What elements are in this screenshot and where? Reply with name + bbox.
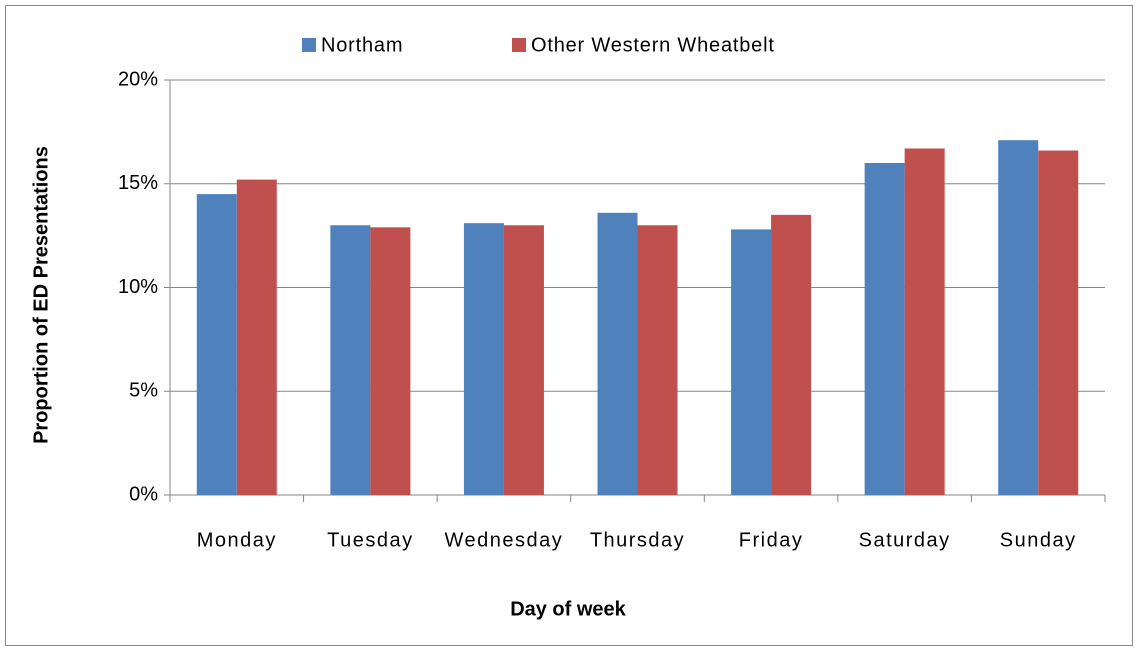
x-tick-label: Saturday	[859, 529, 951, 551]
x-tick-label: Sunday	[1000, 529, 1077, 551]
bar	[597, 212, 638, 496]
bar	[998, 140, 1039, 496]
x-tick-label: Monday	[197, 529, 277, 551]
bar	[904, 148, 945, 495]
legend-swatch	[512, 38, 526, 52]
bar	[196, 194, 237, 495]
y-tick-label: 5%	[129, 380, 158, 402]
legend-swatch	[302, 38, 316, 52]
x-tick-label: Wednesday	[445, 529, 564, 551]
y-tick-label: 0%	[129, 483, 158, 505]
bar	[330, 225, 371, 495]
y-tick-label: 20%	[118, 68, 158, 90]
bar	[637, 225, 678, 495]
x-tick-label: Tuesday	[327, 529, 413, 551]
bar	[236, 179, 277, 495]
y-axis-label: Proportion of ED Presentations	[30, 146, 52, 444]
x-tick-label: Friday	[739, 529, 804, 551]
x-tick-label: Thursday	[590, 529, 685, 551]
bar	[503, 225, 544, 495]
bar	[864, 163, 905, 495]
y-tick-label: 15%	[118, 172, 158, 194]
y-tick-label: 10%	[118, 276, 158, 298]
bar	[370, 227, 411, 495]
x-axis-label: Day of week	[510, 598, 626, 620]
bar	[1038, 150, 1079, 496]
chart-border	[5, 5, 1133, 646]
bar	[731, 229, 772, 495]
legend-label: Northam	[321, 34, 403, 56]
bar	[463, 223, 504, 496]
legend-label: Other Western Wheatbelt	[531, 34, 775, 56]
bar	[771, 214, 812, 495]
